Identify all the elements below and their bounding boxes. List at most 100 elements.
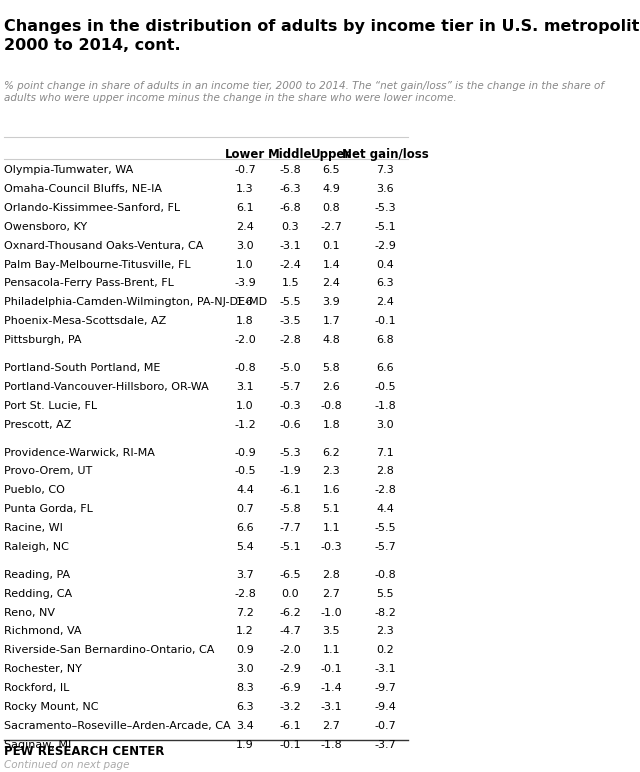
Text: -2.7: -2.7 <box>321 222 342 232</box>
Text: -5.3: -5.3 <box>374 203 396 213</box>
Text: -6.3: -6.3 <box>280 185 301 195</box>
Text: 3.0: 3.0 <box>236 664 254 674</box>
Text: Port St. Lucie, FL: Port St. Lucie, FL <box>4 401 97 411</box>
Text: 1.0: 1.0 <box>236 259 254 269</box>
Text: -3.1: -3.1 <box>321 702 342 712</box>
Text: -3.5: -3.5 <box>280 316 301 326</box>
Text: 6.3: 6.3 <box>376 279 394 289</box>
Text: Riverside-San Bernardino-Ontario, CA: Riverside-San Bernardino-Ontario, CA <box>4 645 214 655</box>
Text: Phoenix-Mesa-Scottsdale, AZ: Phoenix-Mesa-Scottsdale, AZ <box>4 316 166 326</box>
Text: 1.4: 1.4 <box>323 259 340 269</box>
Text: 7.1: 7.1 <box>376 448 394 458</box>
Text: 0.2: 0.2 <box>376 645 394 655</box>
Text: -0.9: -0.9 <box>234 448 256 458</box>
Text: -0.1: -0.1 <box>321 664 342 674</box>
Text: 2.4: 2.4 <box>236 222 254 232</box>
Text: Reno, NV: Reno, NV <box>4 608 55 618</box>
Text: Prescott, AZ: Prescott, AZ <box>4 419 72 429</box>
Text: -2.8: -2.8 <box>234 589 256 599</box>
Text: 6.6: 6.6 <box>376 363 394 373</box>
Text: -6.1: -6.1 <box>280 721 301 730</box>
Text: Punta Gorda, FL: Punta Gorda, FL <box>4 504 93 514</box>
Text: Racine, WI: Racine, WI <box>4 523 63 533</box>
Text: -2.9: -2.9 <box>280 664 301 674</box>
Text: 4.4: 4.4 <box>236 486 254 496</box>
Text: Philadelphia-Camden-Wilmington, PA-NJ-DE-MD: Philadelphia-Camden-Wilmington, PA-NJ-DE… <box>4 297 268 307</box>
Text: Lower: Lower <box>225 147 265 161</box>
Text: -0.1: -0.1 <box>374 316 396 326</box>
Text: 5.4: 5.4 <box>236 542 254 552</box>
Text: Reading, PA: Reading, PA <box>4 570 70 580</box>
Text: 2.7: 2.7 <box>323 589 340 599</box>
Text: -1.4: -1.4 <box>321 683 342 693</box>
Text: Raleigh, NC: Raleigh, NC <box>4 542 69 552</box>
Text: -6.8: -6.8 <box>280 203 301 213</box>
Text: Portland-South Portland, ME: Portland-South Portland, ME <box>4 363 161 373</box>
Text: -0.8: -0.8 <box>374 570 396 580</box>
Text: -3.7: -3.7 <box>374 740 396 750</box>
Text: Omaha-Council Bluffs, NE-IA: Omaha-Council Bluffs, NE-IA <box>4 185 162 195</box>
Text: Middle: Middle <box>268 147 312 161</box>
Text: Pittsburgh, PA: Pittsburgh, PA <box>4 335 82 345</box>
Text: 3.0: 3.0 <box>376 419 394 429</box>
Text: Continued on next page: Continued on next page <box>4 760 130 770</box>
Text: 0.4: 0.4 <box>376 259 394 269</box>
Text: -9.4: -9.4 <box>374 702 396 712</box>
Text: -5.8: -5.8 <box>280 504 301 514</box>
Text: 1.6: 1.6 <box>323 486 340 496</box>
Text: 1.9: 1.9 <box>236 740 254 750</box>
Text: 1.5: 1.5 <box>282 279 299 289</box>
Text: 0.8: 0.8 <box>323 203 340 213</box>
Text: -5.7: -5.7 <box>280 382 301 392</box>
Text: Palm Bay-Melbourne-Titusville, FL: Palm Bay-Melbourne-Titusville, FL <box>4 259 191 269</box>
Text: -0.5: -0.5 <box>374 382 396 392</box>
Text: -5.7: -5.7 <box>374 542 396 552</box>
Text: 6.6: 6.6 <box>236 523 254 533</box>
Text: -3.9: -3.9 <box>234 279 256 289</box>
Text: 3.9: 3.9 <box>323 297 340 307</box>
Text: Orlando-Kissimmee-Sanford, FL: Orlando-Kissimmee-Sanford, FL <box>4 203 180 213</box>
Text: -2.4: -2.4 <box>280 259 301 269</box>
Text: -0.8: -0.8 <box>234 363 256 373</box>
Text: 0.9: 0.9 <box>236 645 254 655</box>
Text: -0.3: -0.3 <box>280 401 301 411</box>
Text: 1.1: 1.1 <box>323 645 340 655</box>
Text: -3.1: -3.1 <box>280 241 301 251</box>
Text: 4.9: 4.9 <box>323 185 340 195</box>
Text: Changes in the distribution of adults by income tier in U.S. metropolitan areas,: Changes in the distribution of adults by… <box>4 19 640 52</box>
Text: 2.3: 2.3 <box>323 466 340 476</box>
Text: -2.0: -2.0 <box>234 335 256 345</box>
Text: Rochester, NY: Rochester, NY <box>4 664 82 674</box>
Text: 2.8: 2.8 <box>376 466 394 476</box>
Text: Provo-Orem, UT: Provo-Orem, UT <box>4 466 92 476</box>
Text: -0.3: -0.3 <box>321 542 342 552</box>
Text: -0.7: -0.7 <box>374 721 396 730</box>
Text: -5.5: -5.5 <box>374 523 396 533</box>
Text: 1.8: 1.8 <box>323 419 340 429</box>
Text: -4.7: -4.7 <box>280 626 301 636</box>
Text: 6.5: 6.5 <box>323 165 340 175</box>
Text: 0.3: 0.3 <box>282 222 299 232</box>
Text: 8.3: 8.3 <box>236 683 254 693</box>
Text: -8.2: -8.2 <box>374 608 396 618</box>
Text: 6.8: 6.8 <box>376 335 394 345</box>
Text: -5.8: -5.8 <box>280 165 301 175</box>
Text: -6.5: -6.5 <box>280 570 301 580</box>
Text: 2.8: 2.8 <box>323 570 340 580</box>
Text: 1.7: 1.7 <box>323 316 340 326</box>
Text: 6.1: 6.1 <box>236 203 254 213</box>
Text: 3.4: 3.4 <box>236 721 254 730</box>
Text: -0.6: -0.6 <box>280 419 301 429</box>
Text: -0.7: -0.7 <box>234 165 256 175</box>
Text: 4.8: 4.8 <box>323 335 340 345</box>
Text: 3.7: 3.7 <box>236 570 254 580</box>
Text: 3.1: 3.1 <box>236 382 254 392</box>
Text: Richmond, VA: Richmond, VA <box>4 626 82 636</box>
Text: -6.9: -6.9 <box>280 683 301 693</box>
Text: 3.6: 3.6 <box>376 185 394 195</box>
Text: -1.9: -1.9 <box>280 466 301 476</box>
Text: Pensacola-Ferry Pass-Brent, FL: Pensacola-Ferry Pass-Brent, FL <box>4 279 174 289</box>
Text: 4.4: 4.4 <box>376 504 394 514</box>
Text: 6.3: 6.3 <box>236 702 254 712</box>
Text: Rocky Mount, NC: Rocky Mount, NC <box>4 702 99 712</box>
